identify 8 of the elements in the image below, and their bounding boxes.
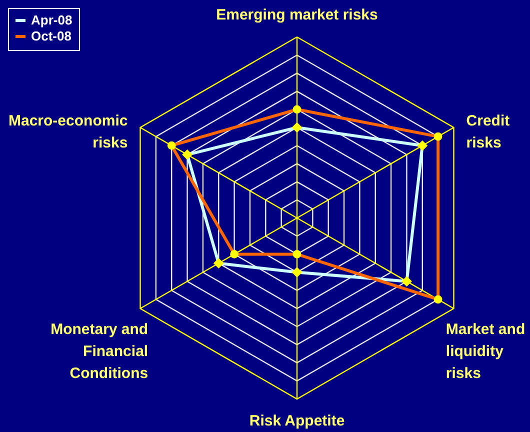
legend-label: Apr-08 — [31, 12, 72, 28]
spoke-label: Risk Appetite — [249, 412, 345, 430]
legend-label: Oct-08 — [31, 28, 72, 44]
spoke-label: Monetary and Financial Conditions — [50, 321, 148, 382]
spoke-label: Macro-economic risks — [8, 112, 128, 152]
spoke-label: Credit risks — [466, 112, 510, 152]
spoke-label: Market and liquidity risks — [446, 321, 526, 382]
spoke-label: Emerging market risks — [216, 6, 378, 24]
